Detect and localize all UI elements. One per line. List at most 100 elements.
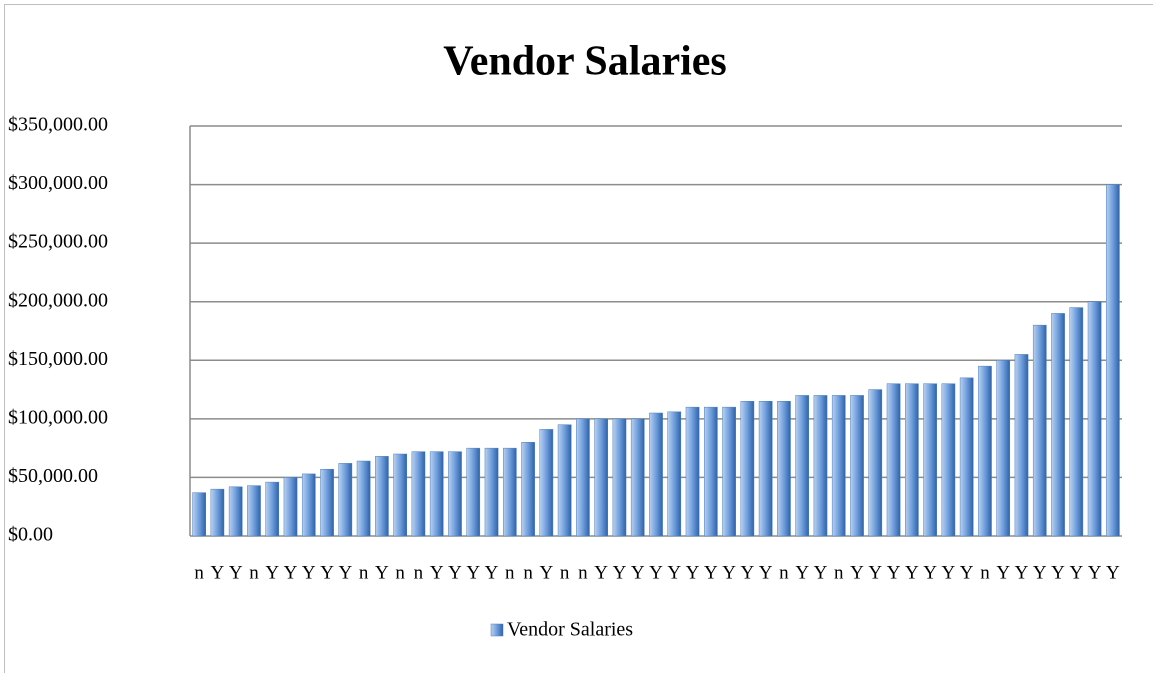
bar — [905, 383, 919, 537]
x-tick-label: n — [523, 562, 533, 583]
x-tick-label: Y — [448, 562, 462, 583]
bar — [1106, 184, 1120, 537]
x-tick-label: Y — [613, 562, 627, 583]
bar — [521, 442, 535, 537]
x-tick-label: n — [249, 562, 259, 583]
bar — [356, 460, 371, 537]
bar — [466, 447, 481, 537]
x-tick-label: Y — [1088, 562, 1102, 583]
x-tick-label: Y — [996, 562, 1010, 583]
bar — [740, 401, 755, 537]
x-tick-label: Y — [759, 562, 773, 583]
bar — [265, 481, 280, 537]
x-tick-label: n — [359, 562, 369, 583]
bar — [941, 383, 956, 537]
y-tick-label: $350,000.00 — [8, 114, 108, 136]
x-tick-label: Y — [631, 562, 645, 583]
bar — [1051, 313, 1065, 537]
x-tick-label: Y — [338, 562, 352, 583]
bar — [228, 486, 243, 537]
bar — [813, 395, 828, 537]
bar — [557, 424, 572, 537]
bar — [338, 463, 353, 537]
y-tick-label: $250,000.00 — [8, 231, 108, 253]
bar — [850, 395, 864, 537]
bar — [703, 406, 718, 537]
x-tick-label: n — [505, 562, 515, 583]
bar — [868, 389, 883, 537]
bar — [210, 488, 225, 537]
x-tick-label: Y — [1033, 562, 1047, 583]
x-tick-label: Y — [850, 562, 864, 583]
bar — [1069, 307, 1084, 537]
bar — [283, 477, 298, 537]
x-tick-label: Y — [211, 562, 225, 583]
bar — [484, 447, 499, 537]
x-tick-label: Y — [594, 562, 608, 583]
x-tick-label: Y — [302, 562, 316, 583]
bar — [411, 451, 426, 537]
bar — [594, 418, 609, 537]
bar — [978, 365, 992, 537]
bar — [1032, 324, 1047, 537]
bar — [886, 383, 901, 537]
x-tick-label: Y — [466, 562, 480, 583]
x-tick-label: Y — [795, 562, 809, 583]
x-tick-label: Y — [741, 562, 755, 583]
bar — [667, 411, 682, 537]
x-tick-label: Y — [1051, 562, 1065, 583]
x-tick-label: n — [194, 562, 204, 583]
bar — [192, 492, 206, 537]
bar — [320, 468, 334, 537]
x-tick-label: Y — [485, 562, 499, 583]
x-tick-label: n — [834, 562, 844, 583]
x-tick-label: Y — [539, 562, 553, 583]
x-tick-label: Y — [923, 562, 937, 583]
bar — [502, 447, 517, 537]
bar — [448, 451, 462, 537]
bar — [722, 406, 736, 537]
legend-label: Vendor Salaries — [507, 619, 633, 641]
bar — [685, 406, 700, 537]
bar — [301, 473, 316, 537]
x-tick-label: Y — [722, 562, 736, 583]
x-tick-label: n — [578, 562, 588, 583]
x-tick-label: Y — [265, 562, 279, 583]
chart-border — [4, 4, 1153, 673]
chart-title: Vendor Salaries — [443, 39, 727, 85]
x-tick-label: Y — [1069, 562, 1083, 583]
x-tick-label: n — [980, 562, 990, 583]
x-tick-label: Y — [284, 562, 298, 583]
x-tick-label: Y — [905, 562, 919, 583]
bar — [777, 401, 791, 537]
bar — [539, 429, 554, 537]
y-tick-label: $50,000.00 — [8, 465, 98, 487]
bar — [1087, 301, 1102, 537]
bar — [795, 395, 810, 537]
x-tick-label: Y — [1106, 562, 1120, 583]
bar — [375, 456, 389, 537]
bar — [959, 377, 974, 537]
bar — [247, 485, 261, 537]
bar — [393, 453, 407, 537]
x-tick-label: Y — [704, 562, 718, 583]
x-tick-label: n — [560, 562, 570, 583]
y-tick-label: $0.00 — [8, 524, 53, 546]
bar — [649, 412, 663, 537]
x-tick-label: n — [395, 562, 405, 583]
x-tick-label: Y — [1015, 562, 1029, 583]
legend-swatch — [490, 623, 504, 637]
bar — [996, 360, 1011, 537]
x-tick-label: Y — [320, 562, 334, 583]
x-tick-label: n — [779, 562, 789, 583]
bar — [429, 451, 444, 537]
bar — [612, 418, 627, 537]
bar — [630, 418, 645, 537]
x-tick-label: n — [414, 562, 424, 583]
bar — [758, 401, 773, 537]
bar — [831, 395, 846, 537]
bar — [923, 383, 937, 537]
x-tick-label: Y — [942, 562, 956, 583]
